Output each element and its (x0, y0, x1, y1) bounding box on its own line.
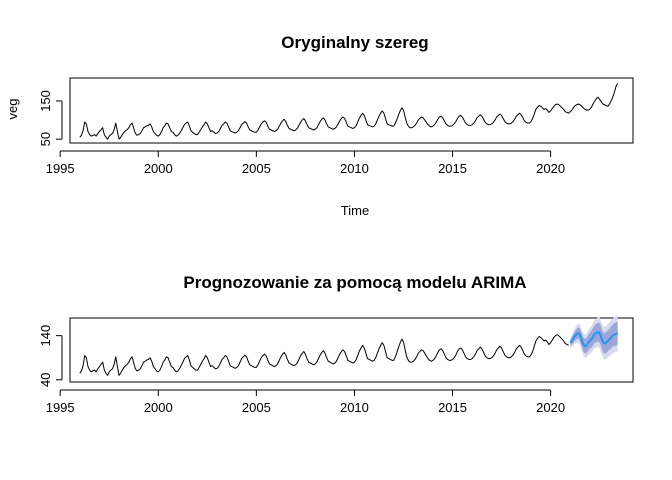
y-axis: 40 140 (38, 325, 63, 387)
band-layer (570, 314, 618, 360)
forecast-line (569, 331, 619, 348)
x-tick-label: 2000 (144, 400, 173, 415)
plot-box (69, 317, 634, 383)
x-tick-label: 1995 (46, 400, 75, 415)
x-tick-label: 2010 (340, 400, 369, 415)
x-axis: 1995 2000 2005 2010 2015 2020 (46, 150, 565, 176)
x-tick-label: 2015 (438, 161, 467, 176)
prediction-interval-80 (570, 321, 618, 354)
x-tick-label: 1995 (46, 161, 75, 176)
series-line (79, 83, 619, 140)
plot-box (69, 77, 634, 144)
series-layer (79, 83, 619, 140)
y-tick-label: 150 (38, 90, 53, 112)
x-axis: 1995 2000 2005 2010 2015 2020 (46, 389, 565, 415)
x-tick-label: 2005 (242, 400, 271, 415)
x-tick-label: 2010 (340, 161, 369, 176)
forecast-panel: Prognozowanie za pomocą modelu ARIMA 199… (38, 273, 634, 415)
original-series-panel: Oryginalny szereg veg Time 1995 2000 2005 2… (5, 33, 634, 218)
x-tick-label: 2020 (536, 400, 565, 415)
y-tick-label: 40 (38, 373, 53, 387)
y-tick-label: 140 (38, 325, 53, 347)
x-tick-label: 2015 (438, 400, 467, 415)
series-layer (79, 331, 619, 376)
chart-title: Oryginalny szereg (281, 33, 428, 52)
x-tick-label: 2000 (144, 161, 173, 176)
y-tick-label: 50 (38, 132, 53, 146)
chart-title: Prognozowanie za pomocą modelu ARIMA (183, 273, 526, 292)
series-line (79, 334, 569, 376)
y-axis: 50 150 (38, 90, 63, 146)
x-tick-label: 2005 (242, 161, 271, 176)
y-axis-label: veg (5, 99, 20, 120)
x-tick-label: 2020 (536, 161, 565, 176)
x-axis-label: Time (341, 203, 369, 218)
